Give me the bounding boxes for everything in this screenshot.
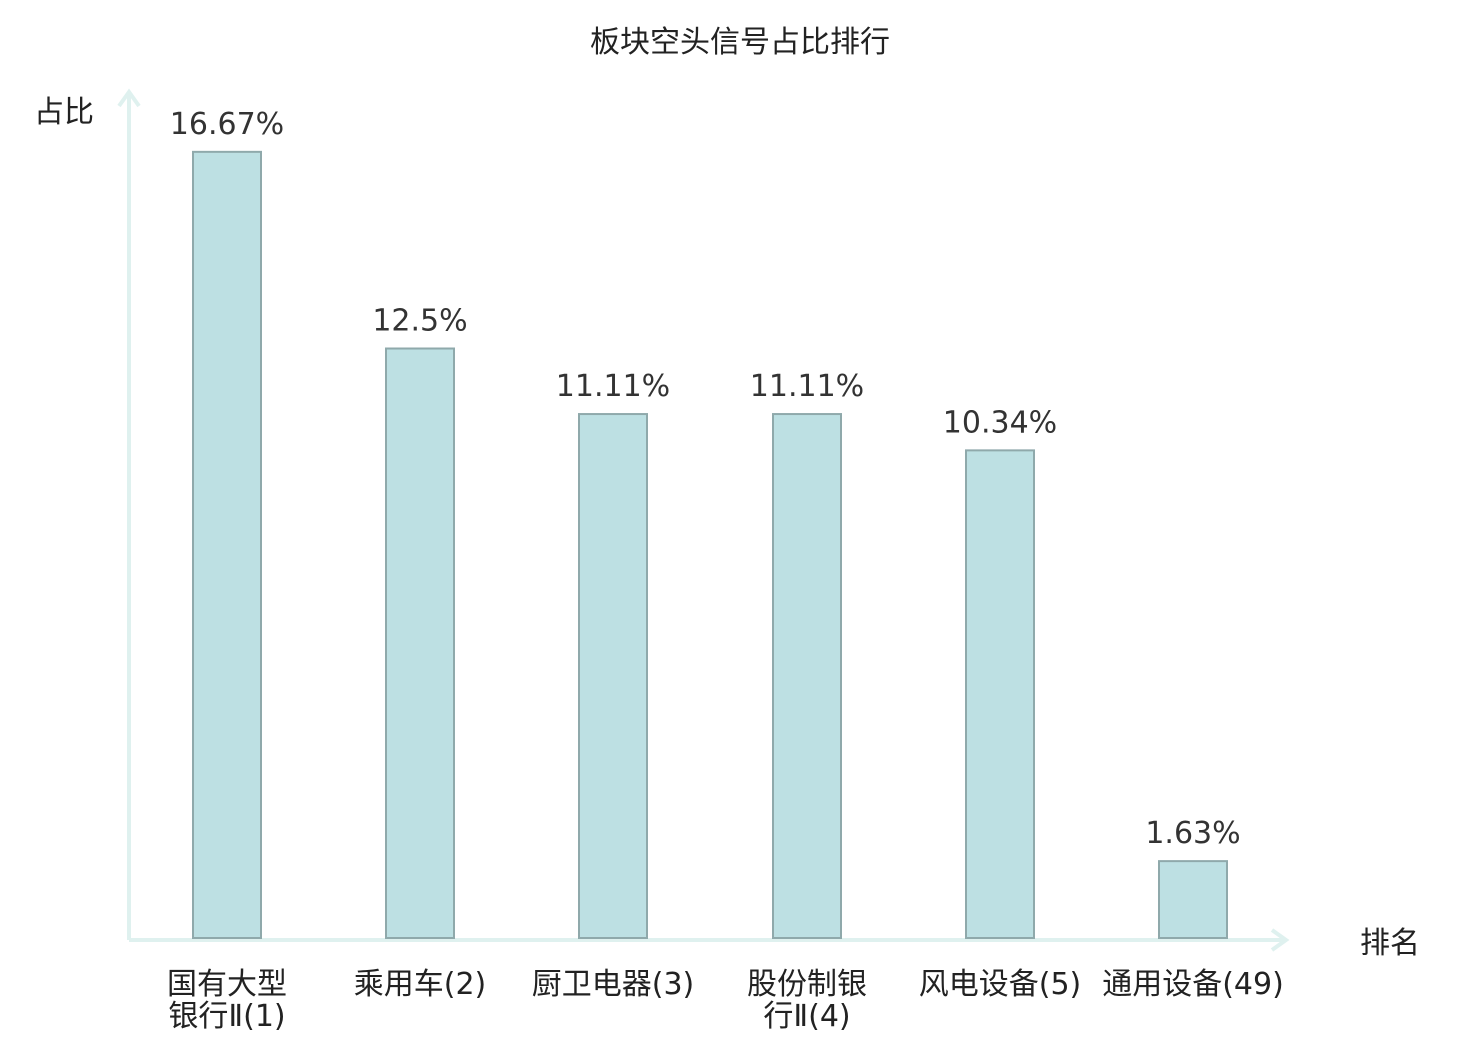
x-axis-label: 排名 — [1360, 926, 1420, 961]
y-axis-label: 占比 — [34, 95, 94, 130]
value-labels: 16.67% 12.5% 11.11% 11.11% 10.34% 1.63% — [170, 107, 1241, 851]
data-label: 16.67% — [170, 107, 284, 142]
x-tick-label: 行Ⅱ(4) — [763, 999, 850, 1034]
bar — [192, 150, 262, 940]
bar — [965, 449, 1035, 939]
x-tick-label: 通用设备(49) — [1102, 967, 1284, 1002]
x-tick-label: 厨卫电器(3) — [532, 967, 695, 1002]
bar — [385, 347, 455, 939]
x-tick-label: 股份制银 — [747, 967, 867, 1002]
data-label: 12.5% — [372, 304, 467, 339]
x-axis-arrow — [1270, 928, 1290, 952]
x-tick-label: 银行Ⅱ(1) — [168, 999, 285, 1034]
x-tick-label: 风电设备(5) — [919, 967, 1082, 1002]
bar — [772, 413, 842, 939]
data-label: 1.63% — [1145, 816, 1240, 851]
chart-title: 板块空头信号占比排行 — [590, 25, 890, 60]
y-axis-arrow — [117, 88, 141, 108]
data-label: 10.34% — [943, 405, 1057, 440]
bar — [1158, 860, 1228, 940]
bars — [192, 150, 1228, 940]
data-label: 11.11% — [556, 369, 670, 404]
bar — [578, 413, 648, 939]
axes — [117, 88, 1290, 952]
x-tick-label: 乘用车(2) — [354, 967, 487, 1002]
x-tick-label: 国有大型 — [167, 967, 287, 1002]
data-label: 11.11% — [750, 369, 864, 404]
